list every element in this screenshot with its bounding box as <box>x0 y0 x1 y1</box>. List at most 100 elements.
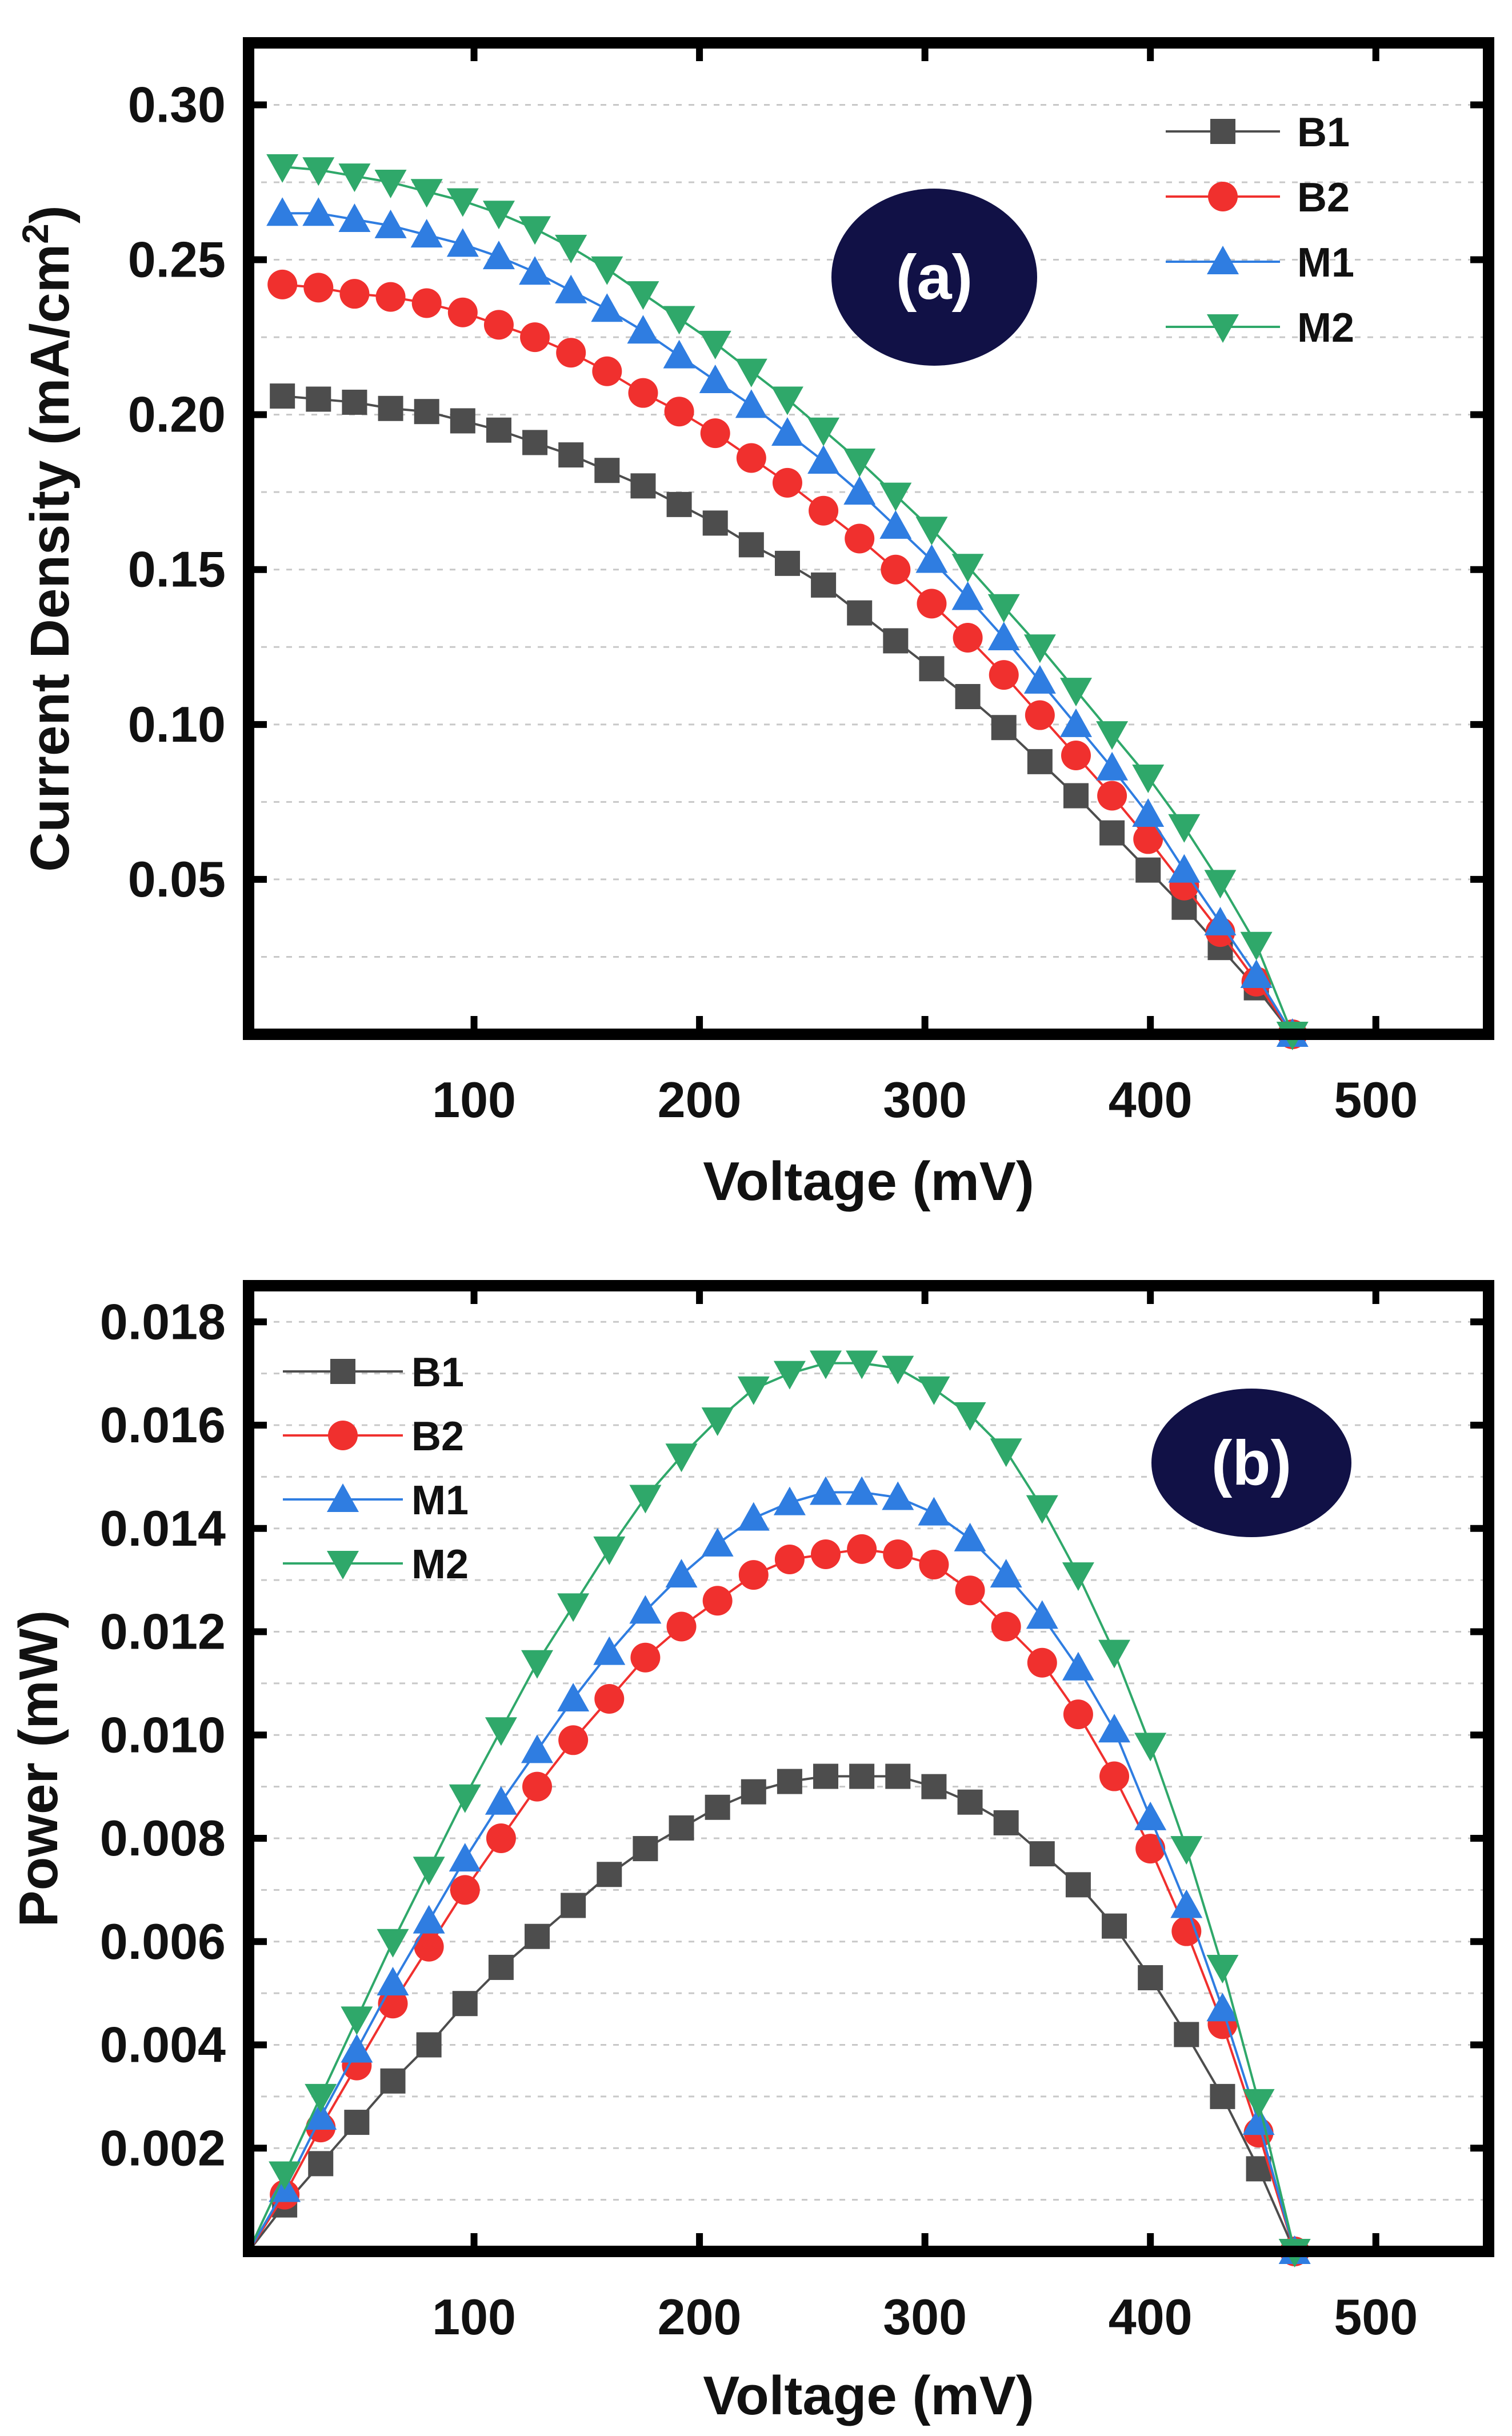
data-point-m2 <box>1098 1639 1131 1669</box>
data-point-m2 <box>701 1407 734 1436</box>
data-point-b2 <box>666 1611 697 1642</box>
panel-badge-ellipse <box>1151 1389 1351 1537</box>
legend-marker-b1 <box>1210 119 1235 144</box>
data-point-b1 <box>558 442 584 468</box>
data-point-m2 <box>482 201 515 230</box>
data-point-b2 <box>1025 700 1055 730</box>
data-point-b2 <box>628 378 658 408</box>
data-point-b2 <box>630 1642 661 1673</box>
data-point-b2 <box>411 288 442 318</box>
data-point-m1 <box>879 510 912 539</box>
data-point-m1 <box>374 209 407 238</box>
data-point-b1 <box>486 417 511 443</box>
data-point-m2 <box>1242 2089 1275 2118</box>
data-point-m2 <box>374 169 407 198</box>
data-point-b2 <box>447 297 478 327</box>
data-point-b1 <box>1063 783 1089 809</box>
data-point-b2 <box>953 623 983 653</box>
data-point-b1 <box>885 1763 911 1789</box>
series-m1 <box>266 197 1309 1047</box>
data-point-m2 <box>918 1376 950 1405</box>
data-point-m1 <box>410 219 443 248</box>
data-point-b2 <box>1135 1834 1166 1864</box>
data-point-b2 <box>772 467 802 498</box>
data-point-b1 <box>1102 1913 1127 1939</box>
data-point-b2 <box>375 282 406 312</box>
data-point-m1 <box>665 1559 698 1588</box>
series-b2 <box>247 1534 1310 2266</box>
data-point-b2 <box>594 1683 625 1714</box>
legend-marker-m1 <box>327 1483 359 1512</box>
data-point-m2 <box>591 256 623 285</box>
legend-marker-b2 <box>328 1421 358 1450</box>
data-point-b2 <box>955 1575 985 1606</box>
data-point-m1 <box>1240 959 1273 988</box>
legend-label-b1: B1 <box>411 1350 464 1395</box>
data-point-b1 <box>1065 1872 1091 1898</box>
data-point-b1 <box>380 2068 406 2094</box>
data-point-b1 <box>306 386 331 412</box>
data-point-m2 <box>266 154 299 183</box>
legend-label-m1: M1 <box>1297 240 1354 286</box>
data-point-m1 <box>338 203 371 233</box>
data-point-m1 <box>377 1967 409 1996</box>
data-point-m2 <box>338 163 371 193</box>
data-point-m2 <box>915 517 948 546</box>
data-point-m1 <box>485 1786 517 1815</box>
data-point-b1 <box>1029 1841 1055 1867</box>
data-point-m1 <box>593 1636 626 1665</box>
data-point-m1 <box>1170 1889 1203 1918</box>
data-point-b1 <box>955 684 981 710</box>
data-point-m2 <box>1168 814 1201 843</box>
data-point-m2 <box>954 1402 986 1431</box>
data-point-b1 <box>1027 749 1053 774</box>
data-point-m1 <box>1204 906 1237 935</box>
data-point-m1 <box>735 389 767 418</box>
data-point-m2 <box>521 1650 554 1679</box>
legend-marker-b2 <box>1208 182 1238 211</box>
plot-frame <box>243 37 1494 1040</box>
data-point-m2 <box>951 554 984 583</box>
y-tick-label: 0.008 <box>100 1810 226 1866</box>
data-point-b1 <box>597 1862 622 1887</box>
data-point-b2 <box>774 1544 805 1574</box>
data-point-m2 <box>1206 1954 1239 1983</box>
data-point-b1 <box>705 1794 730 1820</box>
data-point-b1 <box>1099 820 1125 846</box>
legend-label-m2: M2 <box>1297 305 1354 351</box>
legend-label-b1: B1 <box>1297 110 1350 155</box>
data-point-b1 <box>666 491 692 517</box>
legend-marker-m2 <box>327 1551 359 1579</box>
legend-marker-m2 <box>1207 314 1239 343</box>
legend-label-m1: M1 <box>411 1478 469 1523</box>
x-axis-title: Voltage (mV) <box>703 2365 1034 2426</box>
data-point-b2 <box>736 443 766 473</box>
data-point-m1 <box>555 274 587 303</box>
data-point-m2 <box>449 1784 481 1813</box>
data-point-m1 <box>918 1497 950 1526</box>
data-point-b2 <box>486 1823 516 1854</box>
data-point-m2 <box>413 1857 445 1886</box>
data-point-m1 <box>1023 665 1056 694</box>
data-point-b2 <box>1133 824 1163 854</box>
data-point-b1 <box>633 1836 658 1862</box>
data-point-m2 <box>665 1443 698 1473</box>
data-point-m1 <box>341 2034 373 2063</box>
data-point-m1 <box>737 1502 770 1531</box>
data-point-m1 <box>557 1682 590 1711</box>
x-tick-label: 400 <box>1109 1071 1193 1128</box>
data-point-b1 <box>919 656 945 682</box>
data-point-b1 <box>344 2110 370 2135</box>
data-point-b1 <box>270 383 295 409</box>
data-point-m2 <box>699 330 731 359</box>
data-point-b1 <box>993 1810 1019 1835</box>
data-point-b2 <box>1027 1647 1057 1678</box>
data-point-m2 <box>302 157 335 186</box>
data-point-m2 <box>1204 870 1237 899</box>
data-point-m2 <box>987 594 1020 623</box>
y-tick-label: 0.10 <box>128 696 226 753</box>
data-point-m1 <box>701 1527 734 1557</box>
y-tick-label: 0.20 <box>128 386 226 443</box>
data-point-m2 <box>1026 1495 1058 1524</box>
